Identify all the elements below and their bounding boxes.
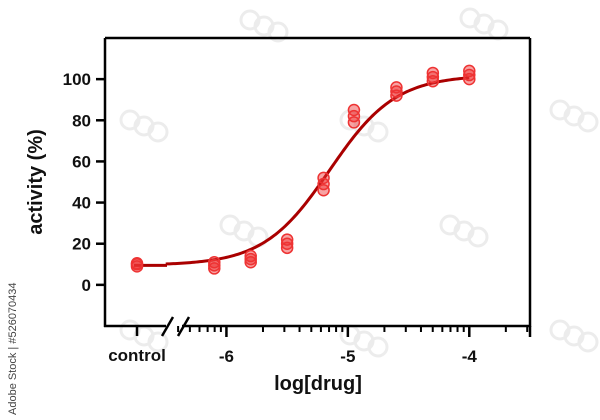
x-tick-label: -6	[219, 347, 234, 366]
sigmoid-fit-curve	[165, 76, 470, 266]
data-point	[208, 255, 221, 269]
data-point	[426, 66, 440, 80]
data-point	[280, 237, 294, 250]
watermark-mark	[549, 99, 599, 133]
data-point	[244, 252, 257, 266]
watermark-mark	[119, 109, 169, 143]
fit-curve-layer	[134, 76, 470, 267]
x-tick-label: -5	[340, 347, 355, 366]
watermark-layer	[119, 7, 599, 358]
control-tick-label: control	[108, 346, 166, 365]
data-point	[280, 233, 294, 246]
watermark-mark	[219, 214, 269, 248]
y-tick-label: 20	[72, 235, 91, 254]
y-tick-label: 80	[72, 111, 91, 130]
y-tick-label: 0	[82, 276, 91, 295]
watermark-mark	[549, 319, 599, 353]
y-tick-label: 60	[72, 152, 91, 171]
data-point	[317, 171, 330, 185]
y-ticks: 0 20 40 60 80 100	[63, 70, 105, 295]
data-point	[347, 103, 361, 117]
data-point	[463, 64, 476, 78]
data-point	[426, 70, 440, 84]
watermark-mark	[239, 9, 289, 43]
y-tick-label: 100	[63, 70, 91, 89]
data-point	[244, 249, 257, 263]
data-point	[130, 257, 144, 270]
data-points-layer	[130, 64, 476, 275]
x-ticks: -6 -5 -4	[135, 326, 532, 366]
axis-break-mark-left	[160, 316, 175, 337]
data-point	[390, 85, 403, 98]
stock-id-watermark: Adobe Stock | #526070434	[7, 282, 19, 415]
watermark-mark	[439, 214, 489, 248]
data-point	[463, 68, 476, 82]
data-point	[208, 259, 221, 272]
x-tick-label: -4	[462, 347, 478, 366]
data-point	[390, 81, 403, 94]
x-axis-title: log[drug]	[274, 373, 362, 395]
watermark-mark	[459, 7, 509, 41]
y-tick-label: 40	[72, 194, 91, 213]
y-axis-title: activity (%)	[25, 129, 47, 235]
axes: 0 20 40 60 80 100 -6 -5 -4	[63, 36, 532, 366]
axis-break-mark-right	[176, 316, 191, 337]
